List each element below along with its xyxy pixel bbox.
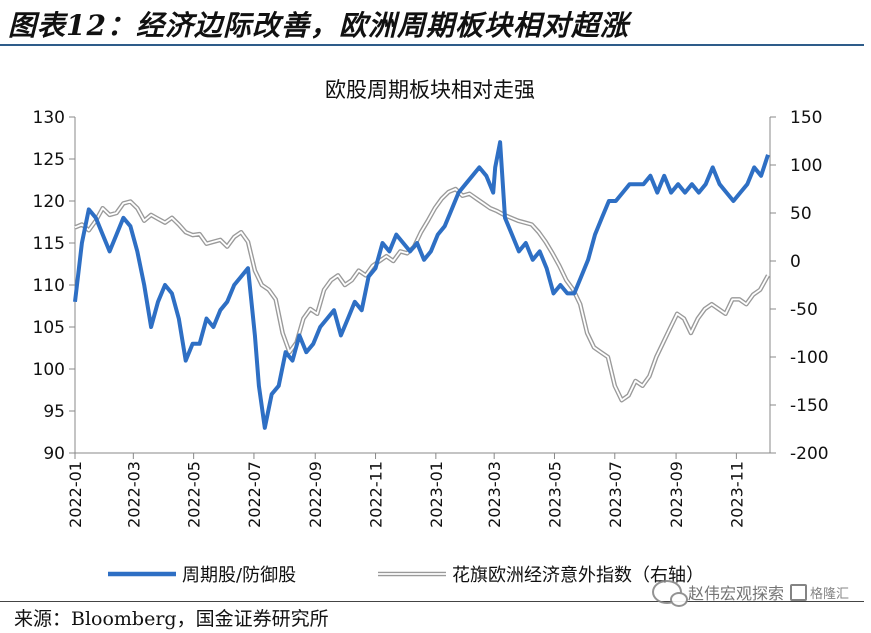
series-lines: [73, 140, 770, 430]
brand-logo-icon: [789, 583, 807, 601]
x-tick-label: 2022-09: [306, 461, 325, 528]
x-tick-label: 2022-11: [367, 461, 386, 528]
watermark-brand: 格隆汇: [789, 583, 849, 602]
source-note: 来源：Bloomberg，国金证券研究所: [14, 608, 329, 630]
right-tick-label: 0: [790, 252, 801, 272]
left-tick-label: 120: [33, 192, 65, 212]
x-tick-label: 2023-03: [485, 461, 504, 528]
title-divider: [0, 44, 864, 46]
right-tick-label: 50: [790, 204, 812, 224]
left-tick-label: 130: [33, 108, 65, 128]
x-tick-label: 2023-05: [545, 461, 564, 528]
left-tick-label: 125: [33, 150, 65, 170]
x-tick-label: 2023-11: [727, 461, 746, 528]
watermark-brand-text: 格隆汇: [809, 586, 849, 602]
x-tick-label: 2022-05: [185, 461, 204, 528]
legend-label-surprise: 花旗欧洲经济意外指数（右轴）: [452, 565, 704, 586]
figure-title: 图表12：经济边际改善，欧洲周期板块相对超涨: [8, 9, 629, 42]
left-tick-label: 100: [33, 360, 65, 380]
right-tick-label: 100: [790, 156, 822, 176]
right-tick-label: 150: [790, 108, 822, 128]
right-tick-label: -100: [790, 348, 829, 368]
wechat-icon: [651, 580, 688, 607]
axes: 90 95 100 105 110 115 120 125 130 -200 -150 -100 -50…: [33, 108, 829, 528]
left-tick-label: 95: [43, 402, 65, 422]
legend: 周期股/防御股 花旗欧洲经济意外指数（右轴）: [108, 565, 704, 586]
series-line-economic-surprise: [74, 188, 769, 402]
left-tick-label: 110: [33, 276, 65, 296]
series-line-cyclical-defensive: [73, 140, 770, 430]
watermark-text: 赵伟宏观探索: [687, 584, 784, 603]
right-tick-label: -200: [790, 444, 829, 464]
series-line-outline: [74, 186, 770, 403]
right-tick-label: -150: [790, 396, 829, 416]
x-tick-label: 2023-01: [427, 461, 446, 528]
x-tick-label: 2023-09: [667, 461, 686, 528]
source-divider: [0, 601, 864, 602]
left-tick-label: 105: [33, 318, 65, 338]
right-tick-label: -50: [790, 300, 818, 320]
chart: 欧股周期板块相对走强 90 95 100 105 110 115 120 125 130 -200…: [33, 78, 829, 586]
chart-title: 欧股周期板块相对走强: [325, 78, 535, 102]
x-tick-label: 2022-07: [245, 461, 264, 528]
watermark: 赵伟宏观探索 格隆汇: [651, 580, 849, 607]
left-tick-label: 115: [33, 234, 65, 254]
x-tick-label: 2023-07: [606, 461, 625, 528]
legend-label-cyclical: 周期股/防御股: [182, 565, 296, 586]
x-tick-label: 2022-03: [124, 461, 143, 528]
x-tick-label: 2022-01: [66, 461, 85, 528]
left-tick-label: 90: [43, 444, 65, 464]
